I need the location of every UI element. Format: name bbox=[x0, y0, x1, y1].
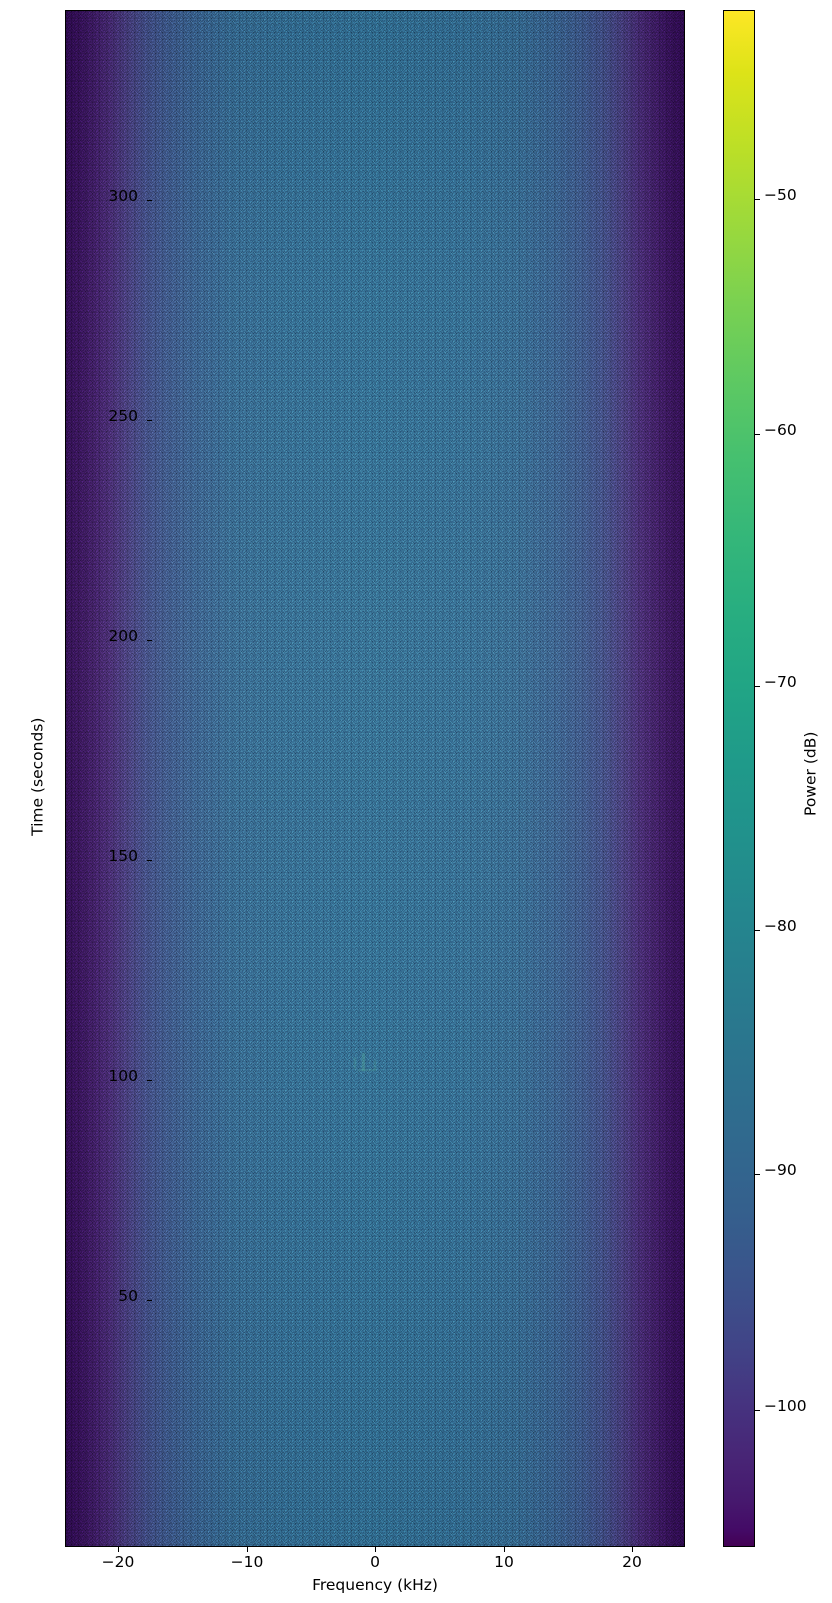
colorbar-tick-mark bbox=[755, 1410, 760, 1412]
y-tick-mark bbox=[147, 640, 152, 642]
colorbar-tick-label: −100 bbox=[764, 1397, 807, 1415]
x-tick-mark bbox=[118, 1547, 120, 1552]
x-tick-mark bbox=[632, 1547, 634, 1552]
spectrogram-image bbox=[66, 11, 684, 1546]
colorbar-tick-mark bbox=[755, 199, 760, 201]
transient-burst-marker bbox=[354, 1057, 356, 1069]
x-tick-label: 0 bbox=[370, 1553, 380, 1571]
x-tick-label: 10 bbox=[494, 1553, 514, 1571]
colorbar-tick-label: −90 bbox=[764, 1161, 797, 1179]
transient-burst-marker bbox=[362, 1053, 365, 1071]
colorbar-tick-mark bbox=[755, 686, 760, 688]
pixel-noise-overlay bbox=[66, 11, 684, 1546]
x-tick-label: −20 bbox=[101, 1553, 135, 1571]
y-tick-label: 300 bbox=[108, 187, 138, 205]
pixel-noise-overlay-fine bbox=[66, 11, 684, 1546]
colorbar-tick-label: −60 bbox=[764, 421, 797, 439]
colorbar-tick-label: −80 bbox=[764, 917, 797, 935]
noise-band-gradient bbox=[66, 11, 684, 1546]
y-tick-label: 250 bbox=[108, 407, 138, 425]
x-tick-mark bbox=[504, 1547, 506, 1552]
y-tick-mark bbox=[147, 200, 152, 202]
colorbar[interactable] bbox=[723, 10, 755, 1547]
y-tick-label: 200 bbox=[108, 627, 138, 645]
y-tick-label: 150 bbox=[108, 847, 138, 865]
y-axis-label: Time (seconds) bbox=[28, 717, 47, 836]
x-axis-label: Frequency (kHz) bbox=[312, 1576, 438, 1594]
vertical-drift-overlay bbox=[66, 11, 684, 1546]
colorbar-tick-mark bbox=[755, 434, 760, 436]
x-tick-label: −10 bbox=[230, 1553, 264, 1571]
y-tick-mark bbox=[147, 860, 152, 862]
x-tick-mark bbox=[375, 1547, 377, 1552]
spectrogram-axes[interactable] bbox=[65, 10, 685, 1547]
y-tick-label: 50 bbox=[118, 1287, 138, 1305]
colorbar-tick-label: −70 bbox=[764, 673, 797, 691]
colorbar-tick-mark bbox=[755, 930, 760, 932]
colorbar-tick-label: −50 bbox=[764, 186, 797, 204]
x-tick-mark bbox=[247, 1547, 249, 1552]
colorbar-label: Power (dB) bbox=[801, 731, 820, 816]
x-tick-label: 20 bbox=[622, 1553, 642, 1571]
y-tick-mark bbox=[147, 1080, 152, 1082]
transient-burst-marker bbox=[358, 1069, 376, 1071]
y-tick-label: 100 bbox=[108, 1067, 138, 1085]
y-tick-mark bbox=[147, 1300, 152, 1302]
colorbar-tick-mark bbox=[755, 1174, 760, 1176]
y-tick-mark bbox=[147, 420, 152, 422]
transient-burst-marker bbox=[374, 1060, 376, 1070]
